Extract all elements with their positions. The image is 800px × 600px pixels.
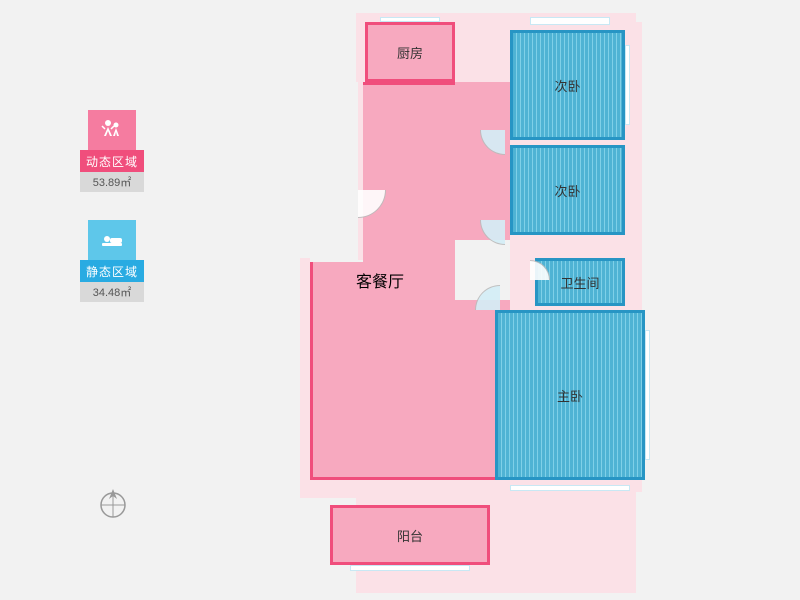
window [530,17,610,25]
legend-static: 静态区域 34.48㎡ [80,220,144,302]
room-master: 主卧 [495,310,645,480]
room-label-balcony: 阳台 [397,526,423,545]
room-label-bathroom: 卫生间 [560,273,599,292]
legend-dynamic-label: 动态区域 [80,150,144,172]
compass-icon [95,485,131,521]
window [380,17,440,22]
room-balcony: 阳台 [330,505,490,565]
room-bedroom2a: 次卧 [510,30,625,140]
zone-legend: 动态区域 53.89㎡ 静态区域 34.48㎡ [80,110,144,330]
room-label-kitchen: 厨房 [397,43,423,62]
people-icon [88,110,136,150]
room-bathroom: 卫生间 [535,258,625,306]
legend-dynamic-value: 53.89㎡ [80,172,144,192]
window [510,485,630,491]
floorplan: 厨房客餐厅阳台次卧次卧卫生间主卧 [280,10,660,590]
sleep-icon [88,220,136,260]
legend-static-label: 静态区域 [80,260,144,282]
window [645,330,650,460]
room-kitchen: 厨房 [365,22,455,82]
legend-static-value: 34.48㎡ [80,282,144,302]
legend-dynamic: 动态区域 53.89㎡ [80,110,144,192]
room-label-master: 主卧 [557,386,583,405]
window [350,565,470,571]
room-label-bedroom2a: 次卧 [554,76,580,95]
room-label-bedroom2b: 次卧 [554,181,580,200]
room-bedroom2b: 次卧 [510,145,625,235]
window [625,45,630,125]
